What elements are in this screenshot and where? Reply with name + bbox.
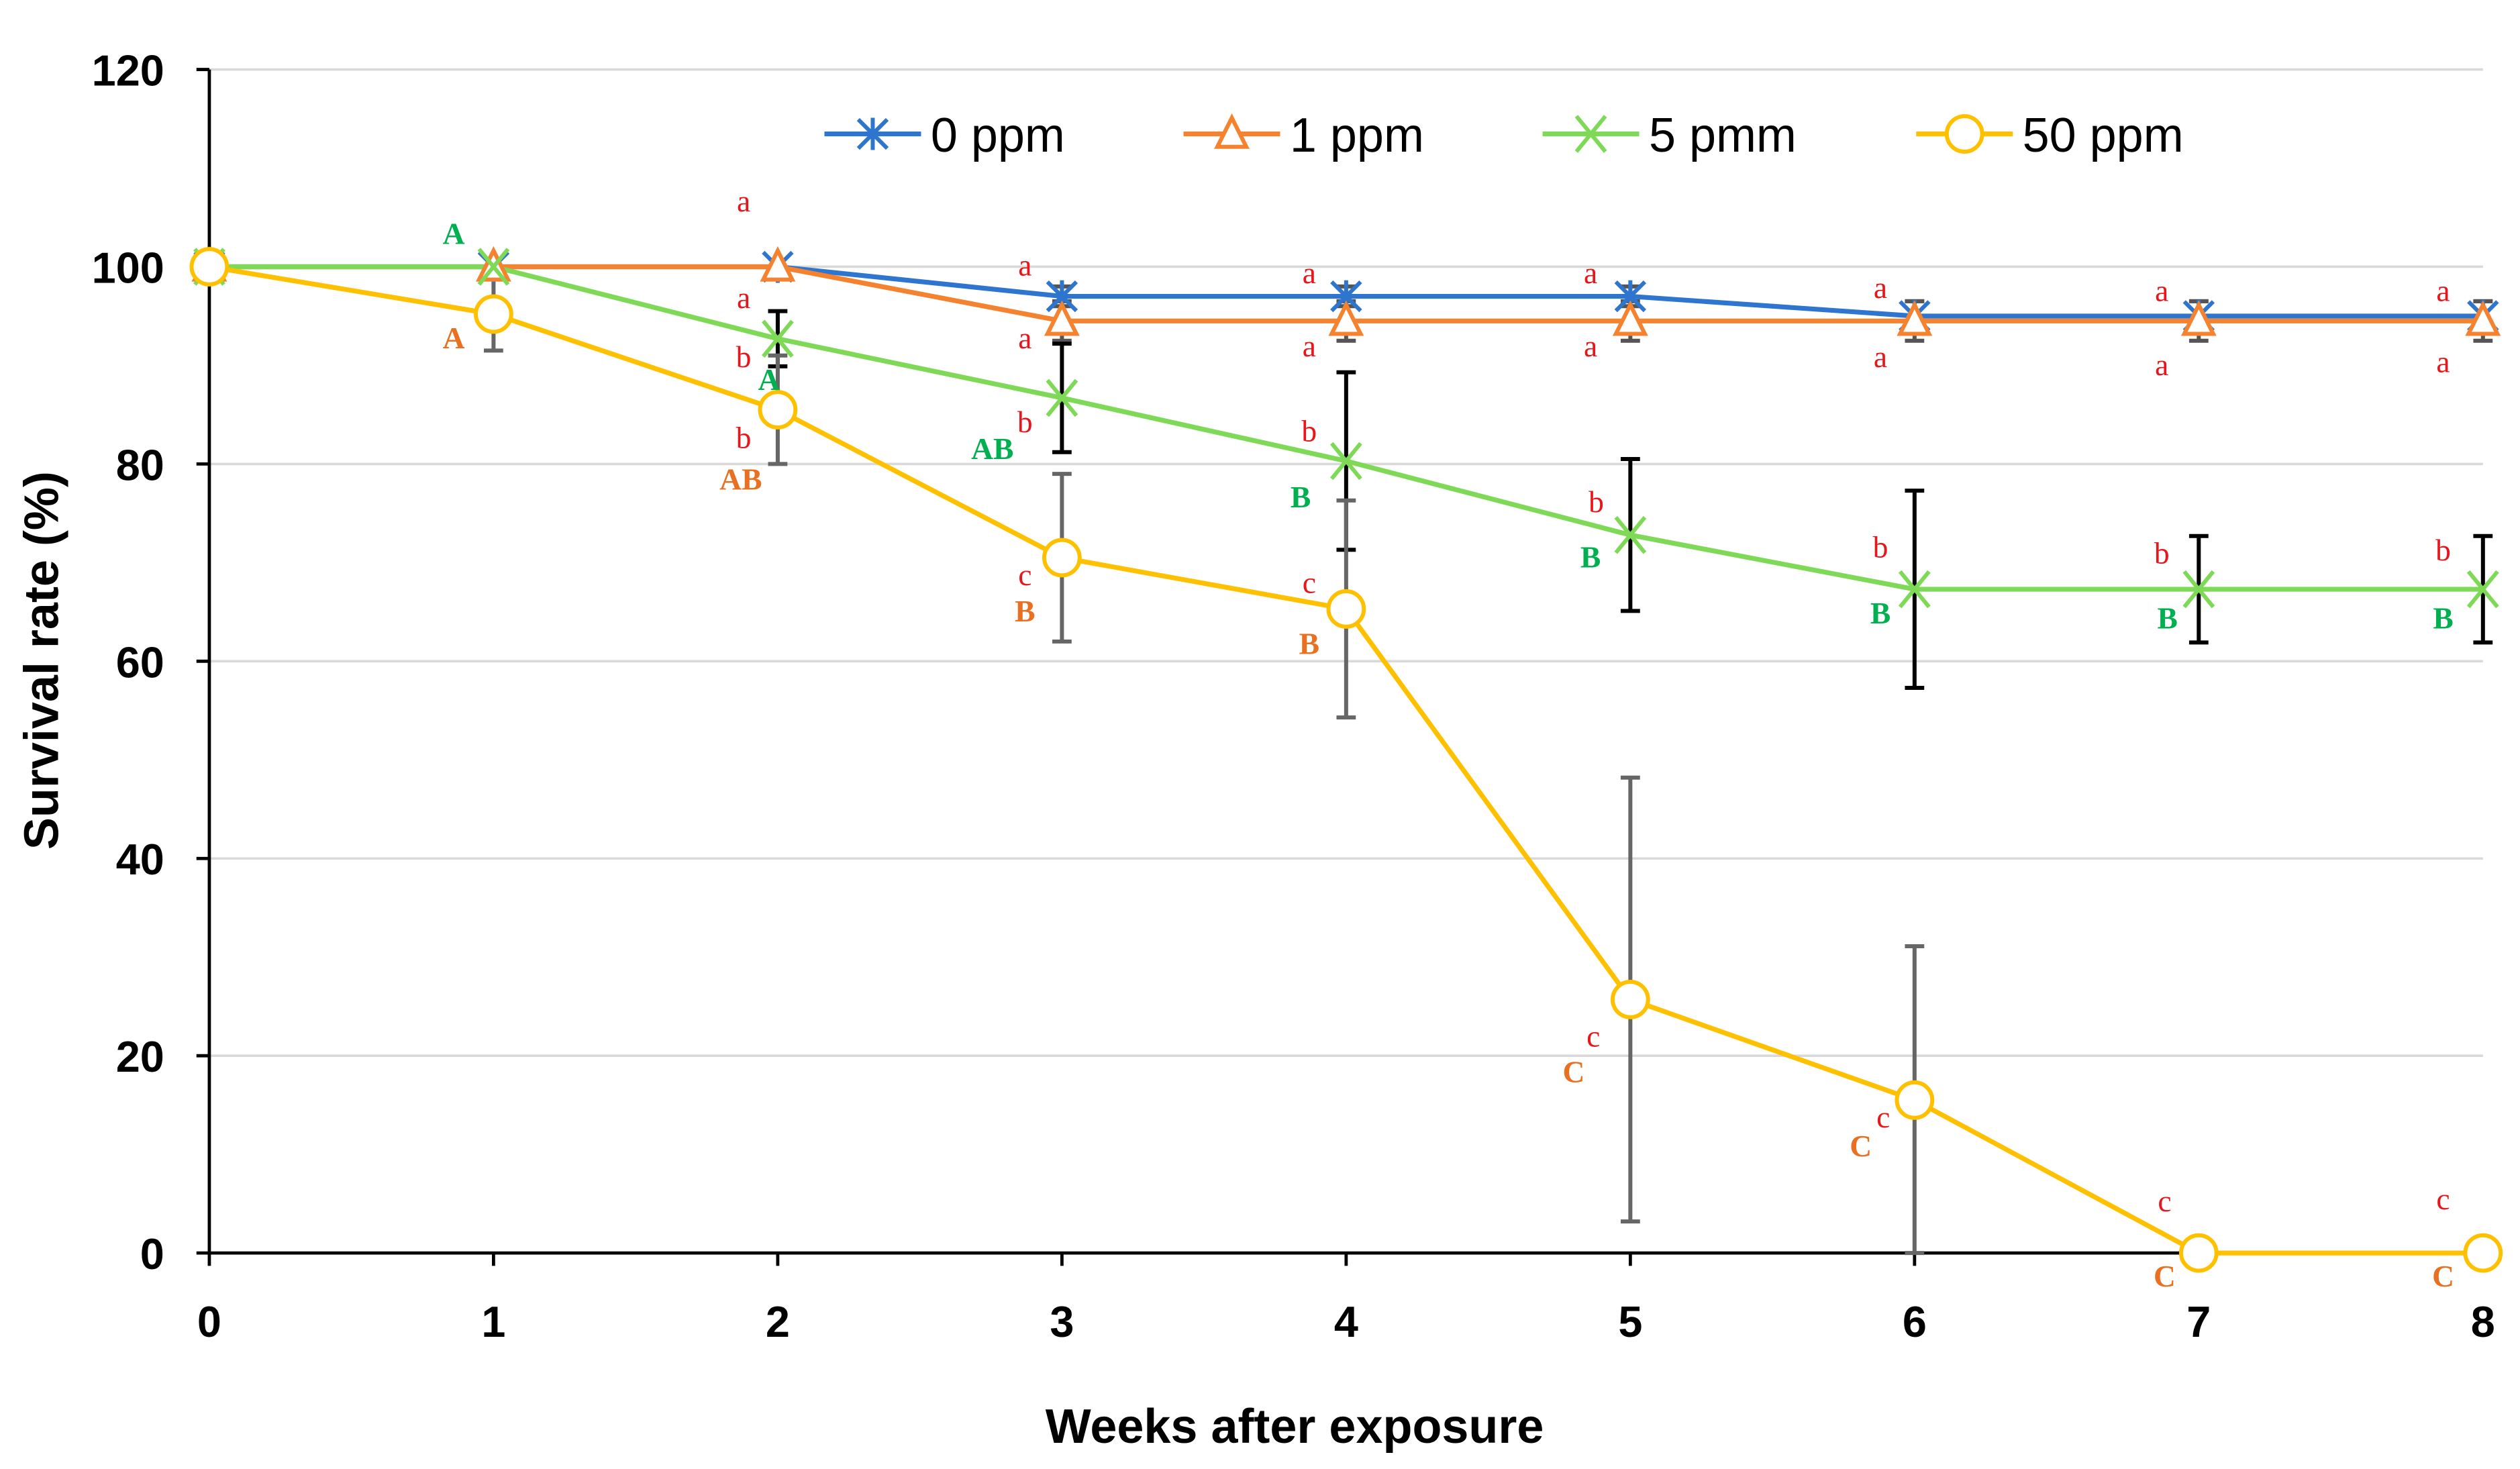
significance-letter: b (736, 340, 752, 374)
data-point-3-7 (2178, 1233, 2219, 1273)
significance-letter: c (2436, 1182, 2450, 1216)
data-point-2-2 (761, 319, 794, 358)
data-point-3-5 (1610, 980, 1650, 1019)
data-point-3-0 (189, 247, 230, 287)
x-tick-label: 1 (481, 1297, 505, 1346)
y-tick-label: 80 (116, 440, 164, 489)
data-point-1-8 (2465, 300, 2501, 336)
significance-letter: a (1018, 321, 1031, 355)
legend-label-0: 0 ppm (931, 109, 1065, 162)
significance-letter: c (1303, 566, 1316, 600)
y-tick-label: 40 (116, 835, 164, 884)
significance-letter: B (1291, 480, 1311, 514)
data-point-3-8 (2463, 1233, 2503, 1273)
significance-letter: b (736, 421, 752, 455)
significance-letter: a (1874, 270, 1887, 305)
data-point-1-2 (760, 246, 796, 282)
significance-letter: c (2158, 1184, 2171, 1218)
legend: 0 ppm 1 ppm 5 pmm 50 ppm (824, 109, 2184, 162)
legend-marker-2 (1574, 115, 1607, 153)
significance-letter: AB (971, 432, 1013, 466)
significance-letter: a (1303, 329, 1316, 363)
y-axis-title: Survival rate (%) (15, 471, 68, 850)
x-axis-title: Weeks after exposure (1046, 1400, 1544, 1454)
data-point-1-7 (2180, 300, 2217, 336)
legend-marker-0 (856, 117, 889, 150)
significance-letter: a (737, 184, 750, 218)
data-point-2-6 (1898, 570, 1931, 609)
data-point-2-3 (1046, 378, 1078, 417)
significance-letter: C (2154, 1259, 2176, 1293)
data-point-1-3 (1044, 300, 1080, 336)
significance-letter: a (1584, 256, 1597, 290)
significance-letter: a (1584, 329, 1597, 363)
significance-letter: B (1580, 540, 1601, 574)
data-point-2-5 (1614, 515, 1647, 554)
data-point-1-6 (1897, 300, 1933, 336)
significance-letter: a (2436, 274, 2450, 308)
data-point-3-2 (758, 390, 798, 429)
significance-letter: C (2432, 1259, 2454, 1293)
legend-label-2: 5 pmm (1649, 109, 1797, 162)
significance-letter: C (1562, 1055, 1584, 1089)
significance-letter: A (758, 362, 780, 397)
data-point-3-4 (1326, 589, 1366, 629)
significance-letter: b (2435, 533, 2451, 567)
y-tick-label: 0 (140, 1229, 164, 1278)
significance-letter: B (1015, 594, 1035, 628)
significance-letter: c (1586, 1019, 1600, 1054)
data-point-2-1 (477, 248, 510, 286)
significance-letter: B (2433, 601, 2453, 636)
data-point-2-7 (2182, 570, 2215, 609)
data-point-1-4 (1328, 300, 1364, 336)
x-tick-label: 8 (2471, 1297, 2495, 1346)
data-point-2-4 (1329, 442, 1362, 480)
significance-letter: c (1876, 1100, 1890, 1134)
significance-letter: A (443, 321, 465, 355)
significance-letter: a (2155, 348, 2168, 382)
significance-letter: AB (719, 462, 762, 496)
x-tick-label: 0 (197, 1297, 221, 1346)
significance-letter: B (2158, 601, 2178, 636)
x-tick-label: 6 (1903, 1297, 1927, 1346)
legend-label-1: 1 ppm (1290, 109, 1424, 162)
data-point-3-3 (1042, 538, 1082, 578)
y-tick-label: 120 (92, 46, 164, 95)
significance-letter: A (443, 216, 465, 250)
data-point-1-5 (1612, 300, 1648, 336)
data-point-3-6 (1895, 1080, 1935, 1120)
significance-letter: b (2154, 536, 2170, 570)
data-point-2-8 (2466, 570, 2499, 609)
series-lines (189, 246, 2503, 1273)
significance-letter: a (737, 281, 750, 315)
significance-letter: a (1303, 256, 1316, 290)
significance-letter: b (1873, 530, 1888, 564)
x-tick-label: 7 (2186, 1297, 2211, 1346)
x-tick-label: 3 (1050, 1297, 1074, 1346)
significance-letters: AAaabAbABaabABcBaabBcBaabBcCaabBcCaabBcC… (443, 184, 2454, 1293)
x-tick-label: 5 (1618, 1297, 1642, 1346)
significance-letter: b (1589, 485, 1604, 519)
significance-letter: a (2436, 344, 2450, 378)
data-point-3-1 (474, 294, 513, 334)
significance-letter: a (2155, 274, 2168, 308)
y-tick-label: 100 (92, 243, 164, 292)
significance-letter: b (1301, 413, 1317, 448)
y-tick-label: 20 (116, 1032, 164, 1081)
legend-marker-3 (1944, 114, 1984, 154)
x-tick-label: 2 (766, 1297, 790, 1346)
significance-letter: a (1874, 340, 1887, 374)
significance-letter: c (1018, 558, 1031, 592)
legend-label-3: 50 ppm (2023, 109, 2184, 162)
significance-letter: B (1299, 627, 1319, 661)
x-tick-label: 4 (1334, 1297, 1358, 1346)
significance-letter: a (1018, 248, 1031, 282)
y-tick-label: 60 (116, 638, 164, 687)
significance-letter: B (1870, 596, 1891, 630)
significance-letter: b (1017, 405, 1033, 439)
legend-marker-1 (1214, 113, 1250, 149)
significance-letter: C (1850, 1129, 1872, 1163)
